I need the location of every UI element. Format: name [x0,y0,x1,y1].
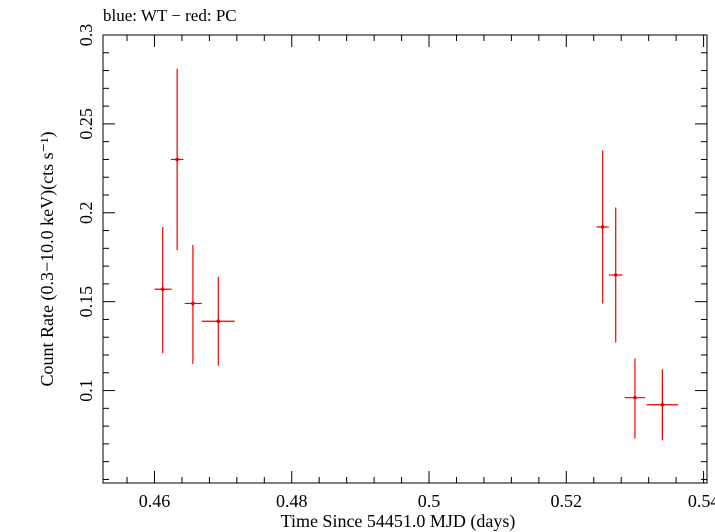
x-tick-label: 0.46 [139,491,171,511]
data-marker [160,287,165,292]
chart-title: blue: WT − red: PC [103,6,237,25]
y-axis-label: Count Rate (0.3−10.0 keV)(cts s⁻¹) [37,131,58,386]
x-tick-label: 0.5 [418,491,441,511]
data-marker [191,301,195,306]
data-marker [660,402,665,407]
data-marker [633,395,637,400]
x-axis-tick-labels: 0.46 0.48 0.5 0.52 0.54 [139,491,715,511]
data-marker [600,225,605,229]
y-tick-label: 0.15 [76,286,96,318]
data-point [154,227,172,354]
y-tick-label: 0.2 [76,202,96,225]
plot-frame [102,34,708,484]
y-axis-ticks [103,34,707,480]
data-point [201,276,235,366]
data-point [624,358,646,439]
data-marker [216,319,221,324]
data-point [596,150,609,304]
data-point [608,207,623,343]
x-tick-label: 0.52 [551,491,583,511]
y-tick-label: 0.1 [76,379,96,402]
x-axis-ticks [126,35,705,483]
data-marker [613,273,618,277]
data-point [170,68,184,251]
data-point [646,369,679,441]
x-tick-label: 0.48 [276,491,308,511]
y-axis-tick-labels: 0.1 0.15 0.2 0.25 0.3 [76,24,96,402]
data-point [184,244,202,364]
x-axis-label: Time Since 54451.0 MJD (days) [281,511,516,532]
data-marker [175,157,179,162]
y-tick-label: 0.25 [76,108,96,140]
data-points [154,68,679,441]
y-tick-label: 0.3 [76,24,96,47]
x-tick-label: 0.54 [688,491,715,511]
